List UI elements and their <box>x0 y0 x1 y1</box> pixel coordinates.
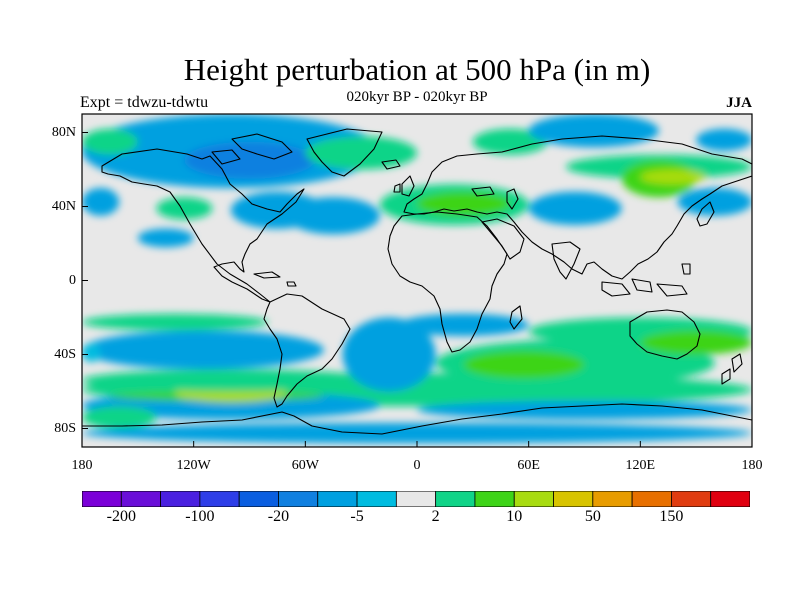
coastline-japan <box>696 201 715 227</box>
colorbar-swatch <box>553 491 594 507</box>
coastline-caribbean <box>253 271 297 287</box>
lon-tick-label: 60W <box>291 458 319 473</box>
colorbar <box>82 491 750 507</box>
colorbar-swatch <box>356 491 397 507</box>
colorbar-swatch <box>317 491 358 507</box>
coastline-maritime-continent <box>601 263 691 297</box>
map-title: Height perturbation at 500 hPa (in m) <box>183 52 651 87</box>
contour-region-35 <box>696 128 752 151</box>
map-panel <box>81 113 753 448</box>
colorbar-swatch <box>631 491 672 507</box>
contour-region-7 <box>82 422 752 444</box>
coastline-caspian <box>506 188 519 210</box>
lat-tick-label: 40N <box>51 198 76 214</box>
colorbar-tick-label: -5 <box>350 508 364 525</box>
colorbar-swatch <box>199 491 240 507</box>
lat-tick-label: 40S <box>54 346 76 362</box>
lon-tick-label: 0 <box>413 458 421 473</box>
lon-tick-label: 120W <box>176 458 211 473</box>
contour-region-28 <box>528 114 659 148</box>
contour-region-16 <box>398 313 529 336</box>
colorbar-swatch <box>238 491 279 507</box>
lat-tick-label: 0 <box>69 272 76 288</box>
colorbar-tick-label: -200 <box>106 508 136 525</box>
contour-region-6 <box>82 313 269 331</box>
colorbar-swatch <box>278 491 319 507</box>
colorbar-tick-label: 150 <box>659 508 684 525</box>
contour-region-34 <box>82 188 120 216</box>
contour-region-15 <box>640 330 752 355</box>
coastline-india <box>551 241 581 280</box>
experiment-label: Expt = tdwzu-tdwtu <box>80 94 209 111</box>
coastline-south-america <box>263 293 351 408</box>
contour-region-27 <box>472 128 548 155</box>
coastlines <box>82 128 752 435</box>
lon-tick-label: 60E <box>517 458 540 473</box>
contour-region-4 <box>82 369 380 392</box>
contour-region-5 <box>82 330 324 370</box>
lon-tick-label: 180 <box>71 458 93 473</box>
colorbar-tick-label: -20 <box>267 508 290 525</box>
coastline-greenland <box>306 128 383 177</box>
contour-region-22 <box>137 228 194 248</box>
axis-ticks <box>81 132 753 447</box>
contour-region-13 <box>463 350 585 379</box>
colorbar-swatch <box>671 491 712 507</box>
lat-tick-label: 80N <box>51 124 76 140</box>
colorbar-swatch <box>120 491 161 507</box>
coastline-africa <box>387 211 508 353</box>
colorbar-swatch <box>710 491 750 507</box>
contour-region-9 <box>82 343 101 362</box>
coastline-new-zealand <box>721 353 743 385</box>
season-label: JJA <box>726 95 752 111</box>
contour-region-24 <box>286 197 380 235</box>
coastline-antarctica <box>82 403 752 435</box>
colorbar-swatch <box>395 491 437 507</box>
coastline-black-sea <box>471 186 495 197</box>
colorbar-swatch <box>592 491 633 507</box>
lon-tick-label: 180 <box>741 458 763 473</box>
contour-region-10 <box>342 317 436 392</box>
colorbar-swatch <box>474 491 515 507</box>
colorbar-swatch <box>82 491 122 507</box>
contour-region-19 <box>184 141 315 179</box>
coastline-british-isles <box>393 175 415 197</box>
map-subtitle: 020kyr BP - 020kyr BP <box>346 89 488 105</box>
colorbar-swatch <box>160 491 201 507</box>
contour-region-8 <box>82 406 157 429</box>
colorbar-tick-label: 10 <box>506 508 523 525</box>
contour-region-18 <box>82 128 138 155</box>
colorbar-tick-label: 50 <box>584 508 601 525</box>
lon-tick-label: 120E <box>625 458 656 473</box>
colorbar-swatch <box>513 491 554 507</box>
coastline-iceland <box>381 159 401 170</box>
coastline-arabia <box>481 218 525 260</box>
coastline-arctic-islands <box>211 133 293 165</box>
height-perturbation-map <box>81 113 753 448</box>
colorbar-swatch <box>435 491 476 507</box>
contour-region-33 <box>677 188 752 216</box>
contour-region-21 <box>156 197 213 220</box>
contour-region-23 <box>305 136 417 170</box>
coastline-north-america <box>101 148 305 303</box>
colorbar-tick-label: 2 <box>431 508 440 525</box>
contour-region-31 <box>640 169 706 185</box>
coastline-eurasia <box>403 135 752 280</box>
lat-tick-label: 80S <box>54 420 76 436</box>
coastline-australia <box>629 309 701 360</box>
coastline-madagascar <box>509 305 523 330</box>
colorbar-tick-label: -100 <box>185 508 215 525</box>
contour-region-32 <box>528 191 622 225</box>
